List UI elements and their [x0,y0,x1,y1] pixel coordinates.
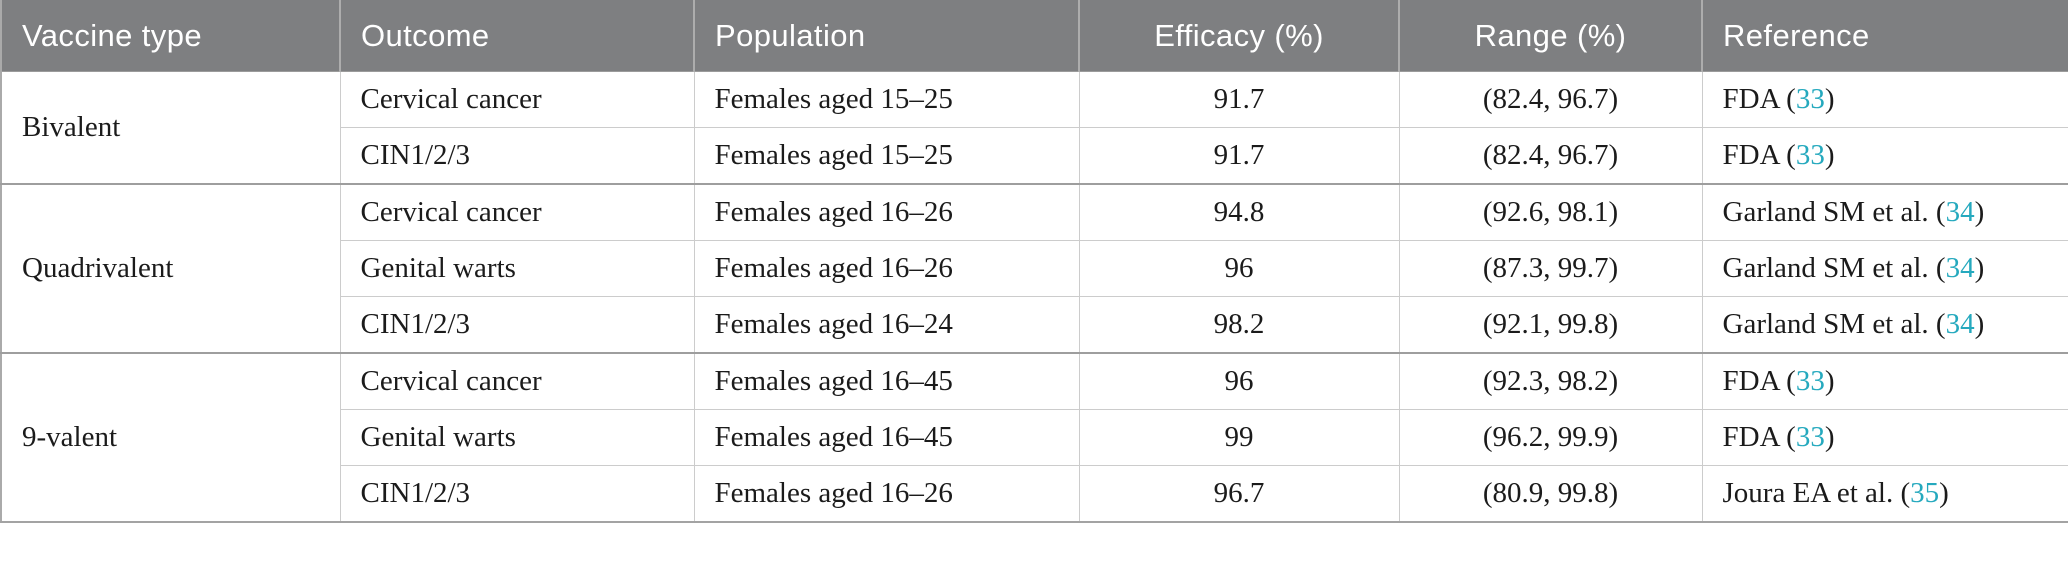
table-row: Genital warts Females aged 16–26 96 (87.… [1,240,2068,297]
cell-efficacy: 94.8 [1078,183,1399,241]
reference-text: ) [1974,308,1985,340]
reference-text: FDA ( [1722,83,1796,115]
cell-reference: Garland SM et al. (34) [1701,183,2068,241]
cell-outcome: CIN1/2/3 [340,465,694,522]
cell-vaccine-type: Quadrivalent [1,183,341,353]
column-header-population: Population [693,0,1079,72]
table-row: CIN1/2/3 Females aged 15–25 91.7 (82.4, … [1,127,2068,184]
cell-population: Females aged 16–26 [693,240,1079,297]
cell-efficacy: 98.2 [1078,296,1399,353]
column-header-outcome: Outcome [339,0,694,72]
reference-text: ) [1974,252,1985,284]
cell-range: (87.3, 99.7) [1398,240,1702,297]
cell-range: (82.4, 96.7) [1398,71,1702,128]
cell-outcome: CIN1/2/3 [340,296,694,353]
cell-efficacy: 96 [1078,240,1399,297]
reference-text: FDA ( [1722,365,1796,397]
cell-efficacy: 96 [1078,352,1399,410]
cell-outcome: Genital warts [340,409,694,466]
cell-outcome: Genital warts [340,240,694,297]
table-row: Bivalent Cervical cancer Females aged 15… [1,71,2068,184]
cell-population: Females aged 16–45 [693,409,1079,466]
cell-reference: Joura EA et al. (35) [1701,465,2068,522]
reference-text: ) [1824,365,1835,397]
cell-reference: Garland SM et al. (34) [1701,240,2068,297]
reference-text: ) [1824,83,1835,115]
reference-text: ) [1939,477,1949,509]
cell-range: (80.9, 99.8) [1398,465,1702,522]
reference-text: ) [1974,196,1985,228]
cell-efficacy: 91.7 [1078,127,1399,184]
reference-text: ) [1824,421,1835,453]
table-row: 9-valent Cervical cancer Females aged 16… [1,352,2068,522]
cell-vaccine-type: 9-valent [1,352,341,522]
reference-citation-link[interactable]: 33 [1795,83,1825,115]
cell-outcome: Cervical cancer [339,352,694,410]
cell-reference: FDA (33) [1701,409,2068,466]
column-header-range: Range (%) [1398,0,1702,72]
reference-text: FDA ( [1722,421,1796,453]
cell-range: (92.3, 98.2) [1398,352,1702,410]
reference-text: FDA ( [1722,139,1796,171]
vaccine-efficacy-table: Vaccine type Outcome Population Efficacy… [0,0,2068,523]
cell-range: (96.2, 99.9) [1398,409,1702,466]
reference-citation-link[interactable]: 34 [1945,252,1975,284]
reference-text: Joura EA et al. ( [1722,477,1911,509]
reference-citation-link[interactable]: 33 [1795,421,1825,453]
cell-outcome: Cervical cancer [339,71,694,128]
cell-population: Females aged 16–26 [693,183,1079,241]
reference-citation-link[interactable]: 34 [1945,196,1975,228]
reference-citation-link[interactable]: 33 [1795,365,1825,397]
table-header-row: Vaccine type Outcome Population Efficacy… [1,0,2068,72]
table-row: CIN1/2/3 Females aged 16–26 96.7 (80.9, … [1,465,2068,522]
table-row: Quadrivalent Cervical cancer Females age… [1,183,2068,353]
column-header-efficacy: Efficacy (%) [1078,0,1399,72]
table-row: Genital warts Females aged 16–45 99 (96.… [1,409,2068,466]
cell-reference: FDA (33) [1701,127,2068,184]
cell-reference: FDA (33) [1701,71,2068,128]
column-header-reference: Reference [1701,0,2068,72]
cell-population: Females aged 16–45 [693,352,1079,410]
reference-text: Garland SM et al. ( [1722,196,1946,228]
cell-range: (92.1, 99.8) [1398,296,1702,353]
cell-outcome: Cervical cancer [339,183,694,241]
table-row: CIN1/2/3 Females aged 16–24 98.2 (92.1, … [1,296,2068,353]
cell-vaccine-type: Bivalent [1,71,341,184]
reference-citation-link[interactable]: 34 [1945,308,1975,340]
reference-text: Garland SM et al. ( [1722,252,1946,284]
cell-range: (92.6, 98.1) [1398,183,1702,241]
reference-text: Garland SM et al. ( [1722,308,1946,340]
cell-efficacy: 96.7 [1078,465,1399,522]
cell-efficacy: 91.7 [1078,71,1399,128]
reference-citation-link[interactable]: 33 [1795,139,1825,171]
reference-citation-link[interactable]: 35 [1910,477,1940,509]
cell-population: Females aged 15–25 [693,71,1079,128]
column-header-vaccine-type: Vaccine type [1,0,340,72]
cell-efficacy: 99 [1078,409,1399,466]
cell-population: Females aged 16–26 [693,465,1079,522]
cell-population: Females aged 16–24 [693,296,1079,353]
cell-reference: FDA (33) [1701,352,2068,410]
cell-range: (82.4, 96.7) [1398,127,1702,184]
reference-text: ) [1824,139,1835,171]
cell-reference: Garland SM et al. (34) [1701,296,2068,353]
cell-outcome: CIN1/2/3 [340,127,694,184]
cell-population: Females aged 15–25 [693,127,1079,184]
